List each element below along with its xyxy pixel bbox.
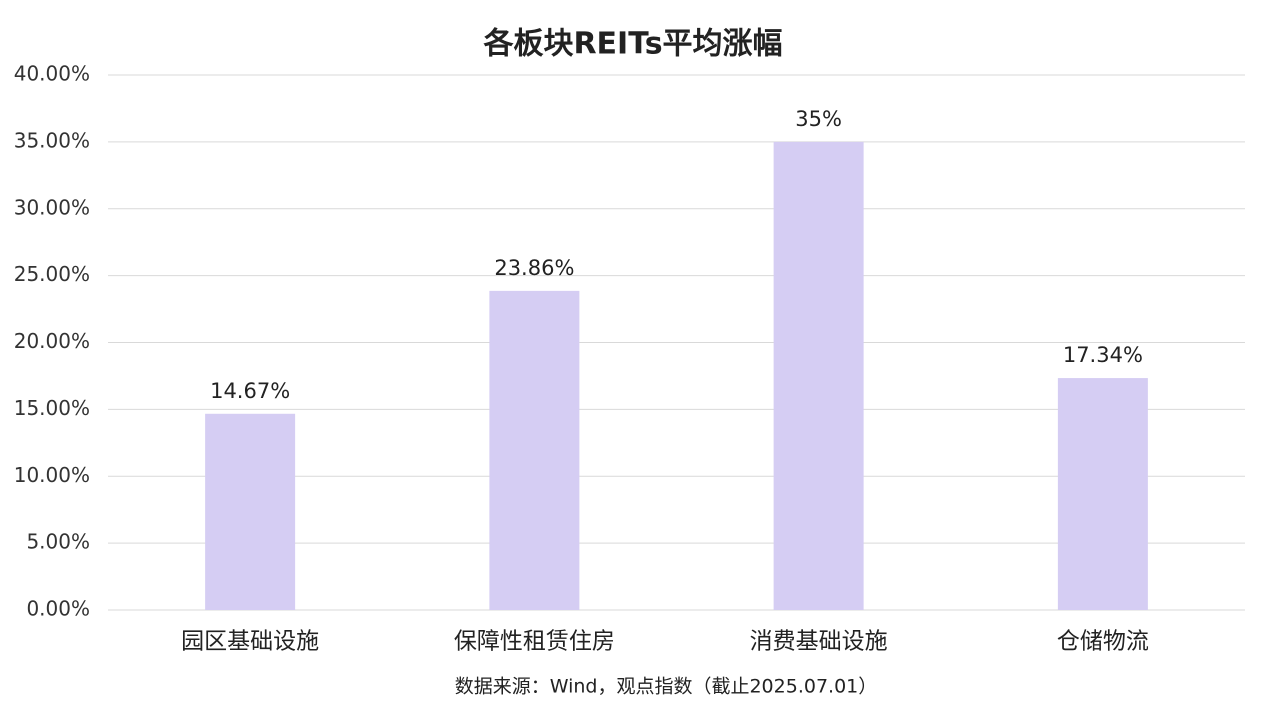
x-tick-label: 仓储物流 xyxy=(1057,629,1149,655)
chart-title: 各板块REITs平均涨幅 xyxy=(482,27,782,62)
bar xyxy=(489,290,580,610)
y-tick-label: 10.00% xyxy=(14,463,90,487)
x-tick-label: 消费基础设施 xyxy=(750,629,888,655)
y-tick-label: 5.00% xyxy=(26,530,90,554)
y-tick-label: 25.00% xyxy=(14,262,90,286)
x-tick-label: 园区基础设施 xyxy=(181,629,319,655)
value-label: 17.34% xyxy=(1063,343,1143,367)
value-label: 35% xyxy=(795,107,842,131)
value-label: 23.86% xyxy=(494,256,574,280)
y-tick-label: 20.00% xyxy=(14,329,90,353)
bar xyxy=(1057,378,1148,610)
y-tick-label: 30.00% xyxy=(14,195,90,219)
value-label: 14.67% xyxy=(210,379,290,403)
x-tick-label: 保障性租赁住房 xyxy=(454,629,615,655)
source-note: 数据来源：Wind，观点指数（截止2025.07.01） xyxy=(455,676,878,698)
y-tick-label: 40.00% xyxy=(14,62,90,86)
bar xyxy=(205,413,296,610)
bar xyxy=(773,141,864,610)
y-tick-label: 35.00% xyxy=(14,128,90,152)
y-tick-label: 15.00% xyxy=(14,396,90,420)
y-tick-label: 0.00% xyxy=(26,597,90,621)
